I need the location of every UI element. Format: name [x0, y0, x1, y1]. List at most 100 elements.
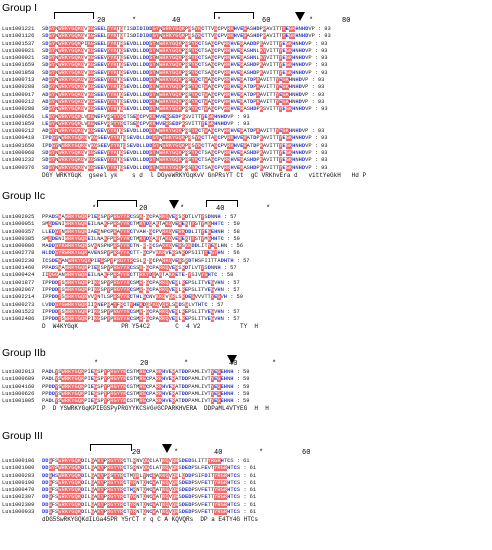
group-title-3: Group IIb [2, 347, 46, 359]
sequence-row: Lus1001877 IPPDDYSWRKYGQKPIKGSPYPRGYYRCSM… [2, 279, 490, 287]
sequence-row: Lus1001080 DDGYSWRKYGQKDILGAKYPRGYYRCTSRN… [2, 465, 490, 472]
sequence-id: Lus1000212 [2, 128, 35, 135]
tick-label: 40 [216, 205, 225, 213]
sequence-residues: MADDGYKWRKYGQKSVKNSPNPRSYYRCTN-R-RCSAKKQ… [42, 243, 234, 250]
sequence-row: Lus1002214 IPPDDYSWRKYGQKVVKNTLSPRSYYRCTH… [2, 294, 490, 301]
bracket-1 [97, 200, 137, 207]
arrow-marker [162, 444, 172, 453]
sequence-row: Lus1001005 PADLYSWRKYGQKPIEGSPYPRGYYKCSTM… [2, 398, 490, 405]
sequence-id: Lus1000190 [2, 479, 35, 486]
sequence-end-number: 93 [321, 62, 328, 69]
sequence-row: Lus1000288 SDGYNWRKYGQKQVKGSEEVYYKTQSEVDL… [2, 106, 490, 113]
sequence-residues: SDGYNWRKYGQKQVKGSEEVYYKTQSEVDLLDDGYNWRKY… [42, 47, 319, 54]
sequence-residues: IIQGGANWRKYGQKEILNAKFPRSYYRCTTRKYDQAKTAK… [42, 272, 224, 279]
tick-label: * [217, 17, 222, 25]
sequence-id: Lus1001232 [2, 157, 35, 164]
sequence-end-number: 57 [233, 308, 240, 315]
sequence-end-number: 93 [317, 128, 325, 135]
sequence-end-number: 93 [317, 91, 325, 98]
sequence-residues: PADLYSWRKYGQKPIEGSPYPRGYYKCSTMRGCPARKHVE… [42, 376, 241, 383]
sequence-id: Lus1000021 [2, 47, 35, 54]
sequence-end-number: 59 [233, 221, 240, 228]
sequence-id: Lus1001858 [2, 69, 35, 76]
sequence-residues: LEGYNWRKYGQKLVKGNEFVRSYYRCTSEGCPVKKHVERS… [42, 113, 241, 120]
alignment-panel-group-3: * 20 * 40 * Lus1002013 PADLYSWRKYGQKPIEGS… [2, 355, 490, 414]
sequence-end-number: 93 [317, 84, 325, 91]
sequence-id: Lus1002214 [2, 294, 35, 301]
sequence-end-number: 59 [243, 369, 250, 375]
sequence-id: Lus1000713 [2, 77, 35, 84]
sequence-id: Lus1001522 [2, 308, 35, 315]
sequence-end-number: 93 [321, 157, 328, 164]
sequence-id: Lus1001859 [2, 120, 35, 127]
sequence-residues: PADLYSWRKYGQKPIEGSPYPRGYYKCSTMRGCPARKHVE… [42, 398, 241, 405]
sequence-row: Lus1000376 SDGYNWRKYGQKQVKGSEEVYYKTQSEVDL… [2, 164, 490, 172]
tick-label: 40 [229, 360, 238, 368]
sequence-residues: DDGFSWRKYGQKDILGAKYPRGYYRCTLRNVQGCLATKQV… [42, 458, 241, 464]
sequence-id: Lus1000689 [2, 376, 35, 383]
sequence-row: Lus1002230 ICSDEWANWRKYGQKPIEGSPYPRGYYRCS… [2, 257, 490, 265]
sequence-row: Lus1001460 PPADSWAWRKYGQKPIEGSPYPRGYYRCSS… [2, 265, 490, 272]
sequence-residues: SDGYNWRKYGQKQVKGSEEVYYKTQSEVDLLDDGYNWRKY… [42, 106, 319, 113]
sequence-end-number: 93 [243, 120, 250, 127]
sequence-residues: SMQDENIWRKYGQKEILNAKFPRSYYRCTMKYDQAKTAKQ… [42, 221, 231, 228]
alignment-rows-group-4: Lus1000106 DDGFSWRKYGQKDILGAKYPRGYYRCTLRN… [2, 458, 490, 516]
sequence-end-number: 93 [243, 113, 250, 120]
sequence-id: Lus1002067 [2, 286, 35, 293]
sequence-residues: ADGYNWRKYGQKQVKGSEEVYYKTQSEVDLLDDGYNWRKY… [42, 98, 315, 105]
sequence-row: Lus1000017 ADGYNWRKYGQKQVKGSEEVYYKTQSEVDL… [2, 91, 490, 99]
sequence-row: Lus1002067 IPPDDYSWRKYGQKPIKGSPYPRGYYRCSM… [2, 286, 490, 294]
sequence-id: Lus1000086 [2, 243, 35, 250]
alignment-panel-group-1: 20 * 40 * 60 * 80 Lus1001221 SDGYNWRKYGQK… [2, 12, 490, 181]
sequence-residues: LLEDGYNWRKYGQKIAEGNPCPRAYYRCTVAH-GCPVRKQ… [42, 228, 231, 235]
sequence-end-number: 93 [321, 106, 328, 113]
sequence-residues: IPPDDYSWRKYGQKPIKGSPYPRGYYRCSMR-GCPARKQV… [42, 316, 231, 323]
sequence-row: Lus1001232 SDGYNWRKYGQKQVKGSEEVYYKTQSEVDL… [2, 157, 490, 164]
sequence-id: Lus1000273 [2, 301, 35, 308]
sequence-residues: IPPDDYSWRKYGQKPIKGSPYPRGYYRCSMR-GCPARKQV… [42, 279, 231, 286]
tick-label: 20 [140, 360, 149, 368]
sequence-residues: SDGYNWRKYGQKQVKGSEEVYYKTQSEVDLLDDGYNWRKY… [42, 164, 319, 171]
alignment-rows-group-1: Lus1001221 SDGYNWRKYGQKQVKGSEELYYKTQTISDI… [2, 26, 490, 172]
sequence-id: Lus1000470 [2, 487, 35, 494]
sequence-residues: SDGYNWRKYGQKQVKGSEELYYKTQTISDIDIDDGYNWRK… [42, 26, 322, 32]
sequence-id: Lus1001126 [2, 33, 35, 40]
sequence-id: Lus1001460 [2, 265, 35, 272]
arrow-marker [295, 12, 305, 21]
sequence-row: Lus1000190 DDGFSWRKYGQKDILGAKYPRGYYRCTYRN… [2, 479, 490, 487]
arrow-marker [169, 200, 179, 209]
sequence-end-number: 93 [321, 47, 328, 54]
ruler-group-3: * 20 * 40 * [2, 355, 490, 369]
sequence-residues: ADGYNWRKYGQKQVKGSEEVYYKTQSEVDLLDDGYNWRKY… [42, 128, 315, 135]
sequence-end-number: 93 [321, 142, 328, 149]
sequence-end-number: 61 [249, 465, 257, 472]
sequence-end-number: 61 [249, 494, 257, 501]
sequence-end-number: 57 [233, 316, 240, 323]
sequence-residues: SDGYNWRKYGQKQVKGSEEVYYKTQSEVDLLDDGYNWRKY… [42, 157, 319, 164]
tick-label: * [174, 449, 179, 457]
sequence-row: Lus1000273 LVDDGYGWRKYGQKIIKNEPRAYFRCTYHE… [2, 301, 490, 309]
sequence-id: Lus1001877 [2, 279, 35, 286]
sequence-row: Lus1002309 DDGFSWRKYGQKDILGAKYPRGYYRCTYRN… [2, 501, 490, 509]
sequence-id: Lus1001080 [2, 465, 35, 472]
sequence-end-number: 56 [236, 243, 244, 250]
sequence-residues: DDGFSWRKYGQKDILGAKYPRGYYRCTYRNTQNCWATKQV… [42, 509, 247, 516]
sequence-residues: SDGYNWRKYGQKQVKGSEELYYKTQTISDIDIDDGYNWRK… [42, 33, 322, 40]
sequence-id: Lus1001650 [2, 142, 35, 149]
sequence-residues: SDGYNWRKYGQKQVKGSEEVYYKTQSEVDLLDDGYNWRKY… [42, 84, 315, 91]
sequence-residues: PPDDYSWRKYGQKPIEGSPYPRGYYKCSTMRGCPARKHVE… [42, 390, 241, 397]
sequence-id: Lus1002307 [2, 494, 35, 501]
sequence-row: Lus1001859 LEGYNWRKYGQKLVKGNEFVRSYYRCTSEG… [2, 120, 490, 128]
tick-label: * [184, 360, 189, 368]
sequence-id: Lus1000357 [2, 228, 35, 235]
group-title-1: Group I [2, 2, 38, 14]
sequence-row: Lus1000068 SDGYNWRKYGQKQVKGSEEVYYKTQSEVDL… [2, 150, 490, 157]
sequence-end-number: 93 [321, 135, 328, 142]
sequence-row: Lus1000424 IIQGGANWRKYGQKEILNAKFPRSYYRCTT… [2, 272, 490, 279]
sequence-row: Lus1001659 SDGYNWRKYGQKQVKGSEEVYYKTQSEVDL… [2, 62, 490, 69]
sequence-end-number: 61 [249, 487, 257, 494]
sequence-end-number: 57 [233, 279, 240, 286]
sequence-end-number: 93 [317, 98, 325, 105]
sequence-residues: PPDDYSWRKYGQKPIEGSPYPRGYYKCSTMRGCPARKHVE… [42, 383, 241, 390]
sequence-residues: DDGFSWRKYGQKDILGAKYPRGYYRCTYRNTQNCWATKQV… [42, 494, 247, 501]
